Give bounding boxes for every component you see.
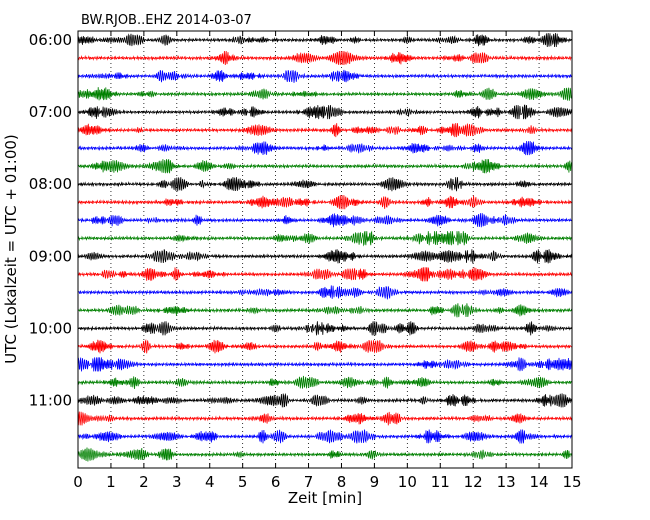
x-tick-label: 1 <box>106 473 116 491</box>
trace-line <box>77 123 573 138</box>
trace-line <box>77 339 573 354</box>
trace-line <box>77 159 573 174</box>
x-tick-label: 15 <box>562 473 581 491</box>
x-axis-label: Zeit [min] <box>288 489 362 507</box>
trace-line <box>77 230 573 247</box>
x-tick-label: 4 <box>205 473 215 491</box>
trace-line <box>77 50 573 66</box>
x-tick-label: 0 <box>73 473 83 491</box>
x-axis-ticks: 0 1 2 3 4 5 6 7 8 9 10 11 12 13 14 15 <box>73 31 582 491</box>
y-tick-label: 11:00 <box>29 391 72 409</box>
trace-line <box>77 429 573 444</box>
plot-frame <box>77 30 573 469</box>
trace-line <box>77 32 573 48</box>
trace-line <box>77 285 573 300</box>
chart-title: BW.RJOB..EHZ 2014-03-07 <box>81 13 252 28</box>
trace-line <box>77 177 573 192</box>
y-tick-label: 07:00 <box>29 103 72 121</box>
trace-line <box>77 267 573 282</box>
trace-series-group <box>77 32 573 462</box>
y-tick-label: 09:00 <box>29 247 72 265</box>
y-tick-label: 06:00 <box>29 31 72 49</box>
x-tick-label: 5 <box>238 473 248 491</box>
trace-line <box>77 447 573 462</box>
trace-line <box>77 141 573 156</box>
x-tick-label: 3 <box>172 473 182 491</box>
trace-line <box>77 392 573 408</box>
x-tick-label: 10 <box>398 473 417 491</box>
x-tick-label: 8 <box>337 473 347 491</box>
trace-line <box>77 375 572 390</box>
trace-line <box>77 411 573 426</box>
trace-line <box>77 87 573 101</box>
trace-line <box>77 303 573 318</box>
y-tick-label: 10:00 <box>29 319 72 337</box>
trace-line <box>77 249 573 264</box>
trace-line <box>77 320 573 336</box>
trace-line <box>77 104 573 120</box>
x-tick-label: 12 <box>464 473 483 491</box>
vertical-grid <box>110 31 540 468</box>
trace-line <box>77 357 573 372</box>
x-tick-label: 14 <box>530 473 549 491</box>
y-axis-ticks: 06:00 07:00 08:00 09:00 10:00 11:00 <box>29 31 572 409</box>
trace-line <box>77 195 573 210</box>
x-tick-label: 7 <box>304 473 314 491</box>
trace-line <box>77 213 573 228</box>
x-tick-label: 13 <box>497 473 516 491</box>
x-tick-label: 11 <box>431 473 450 491</box>
trace-line <box>77 69 573 83</box>
x-tick-label: 9 <box>370 473 380 491</box>
y-axis-label: UTC (Lokalzeit = UTC + 01:00) <box>2 134 20 364</box>
x-tick-label: 2 <box>139 473 149 491</box>
x-tick-label: 6 <box>271 473 281 491</box>
y-tick-label: 08:00 <box>29 175 72 193</box>
